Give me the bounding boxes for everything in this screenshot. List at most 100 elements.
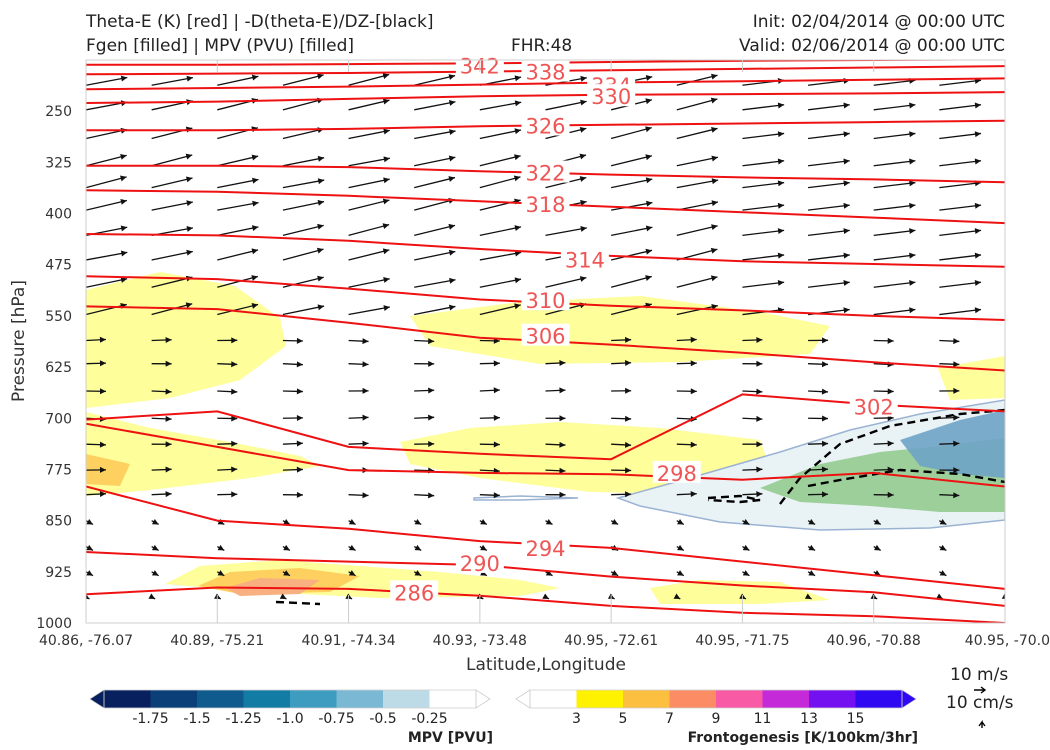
wind-arrow	[611, 226, 653, 237]
x-axis: 40.86, -76.07 40.89, -75.21 40.91, -74.34 4…	[39, 60, 1050, 649]
wind-arrow	[414, 156, 456, 167]
wind-arrow	[86, 60, 89, 61]
wind-arrow-head-icon	[1019, 468, 1025, 474]
wind-arrow	[807, 181, 850, 189]
wind-arrow-head-icon	[362, 414, 369, 421]
wind-arrow	[1004, 209, 1005, 211]
colorbar-swatch	[669, 690, 717, 708]
fgen-region-left-low	[86, 412, 320, 496]
wind-arrow	[873, 104, 916, 111]
wind-arrow	[610, 155, 653, 167]
wind-arrow-head-icon	[645, 75, 653, 81]
y-tick-label: 325	[45, 155, 72, 171]
wind-arrow	[348, 157, 391, 167]
wind-arrow-head-icon	[448, 176, 455, 182]
wind-arrow	[151, 60, 156, 61]
wind-arrow-head-icon	[252, 200, 259, 207]
y-tick-label: 475	[45, 258, 72, 274]
wind-arrow	[1004, 186, 1005, 188]
wind-arrow	[807, 229, 850, 237]
colorbar-border	[529, 689, 903, 709]
wind-arrow-head-icon	[843, 53, 849, 59]
wind-arrow	[1004, 390, 1005, 391]
wind-arrow	[217, 275, 259, 288]
wind-arrow	[348, 223, 390, 237]
wind-arrow-head-icon	[579, 276, 587, 282]
wind-arrow-head-icon	[165, 441, 172, 448]
wind-arrow-head-icon	[493, 360, 500, 367]
wind-arrow	[348, 199, 390, 211]
dthetae-contour-1	[779, 408, 1005, 505]
wind-arrow-head-icon	[252, 50, 258, 56]
wind-arrow-head-icon	[974, 102, 982, 109]
contour-label-bg	[390, 580, 439, 603]
wind-arrow-head-icon	[822, 415, 829, 422]
colorbar-swatch	[762, 690, 810, 708]
colorbar-swatch	[150, 690, 198, 708]
wind-arrow-head-icon	[939, 518, 947, 525]
wind-arrow	[939, 204, 982, 211]
colorbar-swatch	[336, 690, 384, 708]
wind-arrow-head-icon	[185, 176, 193, 183]
wind-arrow-head-icon	[742, 570, 750, 576]
wind-arrow-head-icon	[808, 544, 816, 551]
wind-arrow	[1005, 55, 1047, 60]
wind-arrow	[282, 128, 324, 140]
wind-arrow-head-icon	[514, 100, 522, 107]
colorbar-extend-left-icon	[515, 689, 531, 709]
colorbar-swatch	[623, 690, 670, 708]
wind-arrow-head-icon	[580, 75, 587, 82]
wind-arrow-head-icon	[624, 360, 632, 367]
colorbar-extend-right-icon	[475, 689, 491, 709]
wind-arrow-head-icon	[711, 178, 719, 185]
wind-arrow	[873, 132, 916, 140]
wind-arrow-head-icon	[231, 415, 238, 422]
wind-arrow	[939, 132, 982, 140]
wind-arrow-head-icon	[742, 518, 750, 525]
wind-arrow	[807, 204, 850, 211]
wind-arrow-head-icon	[645, 275, 652, 281]
wind-arrow-head-icon	[756, 415, 763, 422]
wind-scale-horizontal: 10 m/s	[950, 665, 1008, 685]
contour-label-bg	[521, 160, 570, 183]
wind-arrow-head-icon	[545, 570, 553, 576]
wind-arrow	[939, 60, 945, 61]
wind-arrow	[807, 104, 850, 111]
wind-arrow	[479, 251, 522, 261]
wind-arrow	[151, 154, 193, 167]
wind-arrow-head-icon	[843, 279, 850, 286]
wind-arrow	[676, 304, 718, 316]
contour-label-bg	[521, 191, 570, 214]
wind-arrow-head-icon	[711, 155, 718, 162]
wind-arrow-head-icon	[1040, 203, 1046, 209]
wind-arrow	[1004, 597, 1005, 598]
wind-arrow-head-icon	[217, 570, 225, 576]
wind-arrow-head-icon	[821, 388, 829, 395]
contour-label: 286	[394, 581, 434, 605]
wind-arrow-head-icon	[514, 225, 521, 232]
contour-label: 302	[854, 396, 894, 420]
dthetae-contour-2	[807, 468, 1005, 488]
wind-arrow-head-icon	[756, 336, 763, 343]
wind-arrow	[676, 127, 718, 140]
wind-arrow	[86, 199, 128, 211]
wind-arrow-head-icon	[545, 518, 553, 525]
wind-arrow-head-icon	[296, 466, 303, 473]
wind-arrow-head-icon	[283, 544, 290, 551]
wind-arrow-head-icon	[428, 387, 435, 394]
x-tick-label: 40.95, -70.0	[965, 633, 1050, 649]
wind-arrow	[1004, 109, 1005, 110]
wind-arrow-head-icon	[579, 153, 587, 160]
colorbar-tick-label: -1.25	[225, 711, 261, 727]
wind-arrow	[479, 155, 521, 167]
wind-arrow	[348, 60, 352, 61]
wind-arrow-head-icon	[690, 360, 697, 367]
init-time: Init: 02/04/2014 @ 00:00 UTC	[752, 12, 1005, 32]
y-tick-label: 850	[45, 514, 72, 530]
wind-arrow	[1004, 137, 1005, 139]
y-tick-label: 250	[45, 104, 72, 120]
wind-arrow-head-icon	[165, 360, 172, 367]
contour-label-bg	[521, 59, 570, 82]
fgen-region-upper-left	[86, 272, 286, 408]
colorbar-swatch	[576, 690, 624, 708]
